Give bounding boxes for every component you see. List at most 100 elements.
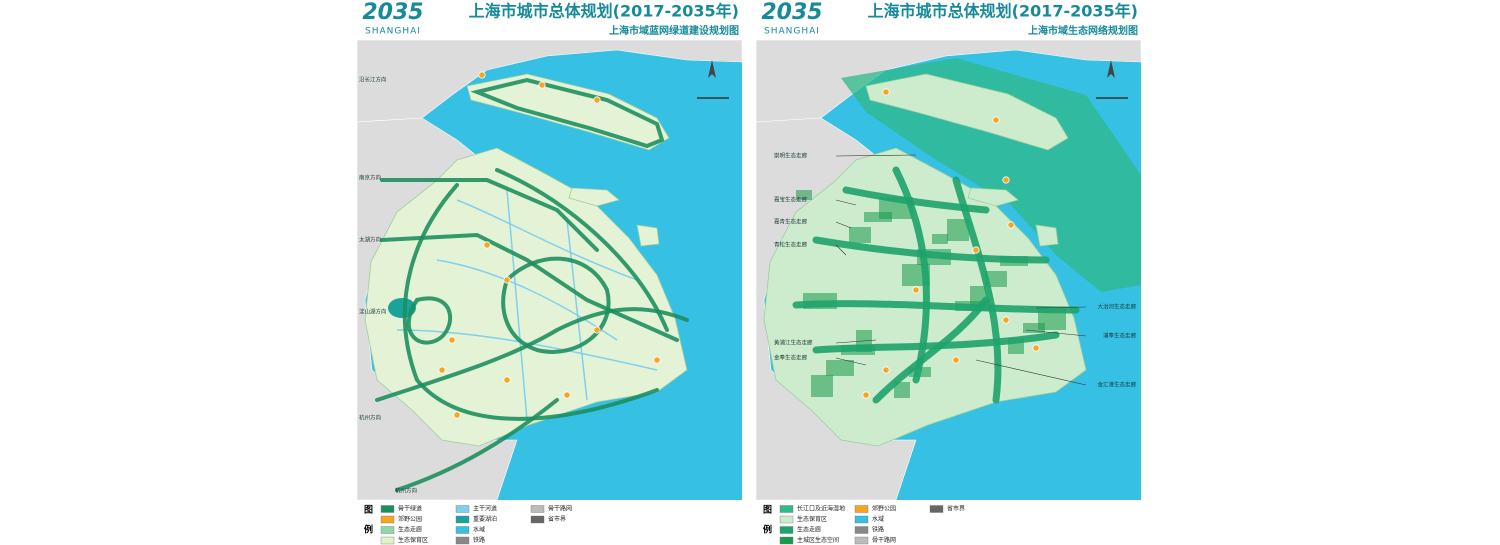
country-park xyxy=(478,71,486,79)
estuary-wetland xyxy=(841,58,1141,292)
map-label: 崇明生态走廊 xyxy=(774,152,808,160)
country-park xyxy=(882,88,890,96)
legend-swatch xyxy=(929,505,944,513)
leader-line xyxy=(1025,329,1087,337)
shanghai-land xyxy=(967,187,1019,207)
logo-number: 2035 xyxy=(362,0,423,25)
country-park xyxy=(653,356,661,364)
country-park xyxy=(1032,344,1040,352)
country-park xyxy=(438,366,446,374)
map-label: 嘉青生态走廊 xyxy=(774,218,808,226)
leader-line xyxy=(1035,306,1087,309)
legend-label: 省市界 xyxy=(548,515,566,523)
legend-heading: 图 xyxy=(763,505,772,516)
map-label: 青松生态走廊 xyxy=(774,241,808,249)
compass xyxy=(708,60,716,78)
legend-label: 重要湖泊 xyxy=(473,515,497,523)
leader-line xyxy=(975,359,1087,386)
green-patch xyxy=(1038,308,1066,330)
river xyxy=(396,329,658,371)
country-park xyxy=(882,366,890,374)
legend-swatch xyxy=(455,515,470,524)
green-patch xyxy=(985,271,1007,287)
legend-label: 长江口及近海湿地 xyxy=(797,505,845,513)
legend-label: 主城区生态空间 xyxy=(797,536,839,544)
leader-line xyxy=(835,244,847,256)
leader-line xyxy=(835,357,867,366)
shanghai-land xyxy=(466,73,670,151)
legend-heading: 例 xyxy=(364,524,373,536)
legend-label: 生态走廊 xyxy=(398,526,422,534)
legend-swatch xyxy=(854,536,869,545)
green-patch xyxy=(932,234,948,244)
map-label: 太湖方向 xyxy=(359,236,381,244)
legend-label: 骨干路网 xyxy=(872,536,896,544)
country-park xyxy=(992,116,1000,124)
subtitle: 上海市域蓝网绿道建设规划图 xyxy=(609,24,739,37)
corridor xyxy=(470,77,665,149)
green-patch xyxy=(864,212,892,222)
map-label: 黄浦江生态走廊 xyxy=(774,339,813,347)
green-patch xyxy=(947,219,969,241)
country-park xyxy=(912,286,920,294)
legend-swatch xyxy=(779,526,794,534)
country-park xyxy=(448,336,456,344)
country-park xyxy=(1002,176,1010,184)
river xyxy=(566,219,588,401)
shanghai-land xyxy=(568,187,620,207)
corridor xyxy=(380,178,599,252)
country-park xyxy=(593,96,601,104)
title: 上海市城市总体规划(2017-2035年) xyxy=(868,2,1138,21)
corridor xyxy=(842,186,990,214)
legend-swatch xyxy=(380,515,395,524)
country-park xyxy=(593,326,601,334)
map-label: 杭州方向 xyxy=(395,487,417,495)
corridor xyxy=(952,176,1002,404)
map-label: 杭州方向 xyxy=(359,414,381,422)
legend-swatch xyxy=(455,526,470,534)
legend-swatch xyxy=(455,536,470,545)
country-park xyxy=(563,391,571,399)
legend-swatch xyxy=(779,536,794,545)
legend-swatch xyxy=(380,536,395,545)
legend-label: 郊野公园 xyxy=(872,505,896,513)
legend-swatch xyxy=(530,515,545,524)
legend-swatch xyxy=(854,526,869,534)
map-label: 南京方向 xyxy=(359,174,381,182)
corridor xyxy=(892,166,930,384)
legend-heading: 图 xyxy=(364,505,373,516)
corridor xyxy=(872,296,990,404)
leader-line xyxy=(835,199,857,206)
leader-line xyxy=(835,221,852,229)
country-park xyxy=(972,246,980,254)
corridor xyxy=(812,236,1050,264)
legend-swatch xyxy=(455,505,470,513)
legend-label: 郊野公园 xyxy=(398,515,422,523)
river xyxy=(506,189,528,421)
green-patch xyxy=(894,382,910,398)
corridor xyxy=(406,296,452,345)
logo-number: 2035 xyxy=(761,0,822,25)
legend-label: 主干河道 xyxy=(473,505,497,513)
country-park xyxy=(1007,221,1015,229)
legend-label: 骨干绿道 xyxy=(398,505,422,513)
leader-line xyxy=(835,154,917,157)
legend-label: 生态保育区 xyxy=(398,536,428,544)
green-patch xyxy=(796,190,812,200)
logo-city: SHANGHAI xyxy=(764,27,820,37)
country-park xyxy=(503,376,511,384)
country-park xyxy=(503,276,511,284)
green-patch xyxy=(826,360,854,376)
legend-label: 生态保育区 xyxy=(797,515,827,523)
country-park xyxy=(483,241,491,249)
panel: 2035 SHANGHAI 上海市城市总体规划(2017-2035年) 上海市域蓝网绿… xyxy=(356,0,743,545)
legend-label: 水域 xyxy=(872,515,884,523)
green-patch xyxy=(849,227,871,243)
corridor xyxy=(375,307,689,402)
legend-label: 骨干路网 xyxy=(548,505,572,513)
legend-swatch xyxy=(779,505,794,513)
country-park xyxy=(952,356,960,364)
map-label: 金汇港生态走廊 xyxy=(1097,381,1136,389)
